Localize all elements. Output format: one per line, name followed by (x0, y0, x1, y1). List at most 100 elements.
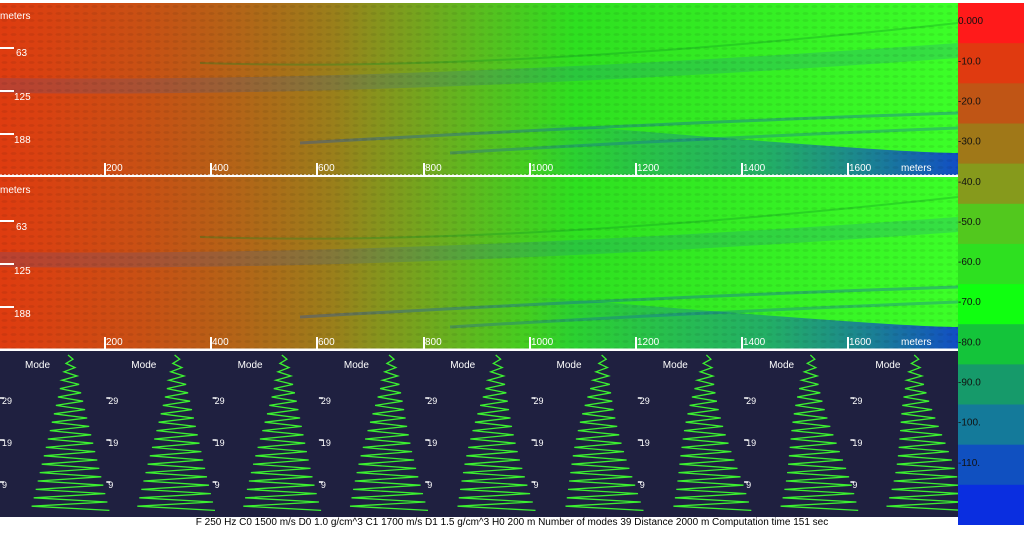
colorbar-swatch (958, 364, 1024, 406)
range-tick-label: 200 (106, 337, 123, 348)
colorbar-swatch (958, 43, 1024, 84)
mode-tick-label: 9 (640, 480, 645, 490)
mode-tick-label: 9 (2, 480, 7, 490)
mode-shape-column: Mode 29 19 9 (637, 354, 752, 512)
depth-axis-bottom: 63 125 188 (0, 220, 31, 320)
mode-shape-curve (673, 354, 752, 512)
mode-shape-column: Mode 29 19 9 (531, 354, 644, 512)
mode-shape-column: Mode 29 19 9 (425, 354, 536, 512)
depth-tick-label: 63 (16, 48, 28, 59)
mode-title: Mode (131, 360, 156, 371)
range-tick-label: 1400 (743, 337, 766, 348)
colorbar-label: -30.0 (958, 137, 981, 148)
mode-tick-label: 19 (640, 438, 650, 448)
range-tick-label: 800 (425, 163, 442, 174)
mode-title: Mode (25, 360, 50, 371)
mode-title: Mode (450, 360, 475, 371)
mode-tick-label: 9 (852, 480, 857, 490)
colorbar-swatch (958, 444, 1024, 486)
colorbar-swatch (958, 404, 1024, 446)
colorbar-swatch (958, 123, 1024, 165)
colorbar-swatch (958, 243, 1024, 285)
mode-tick-label: 19 (746, 438, 756, 448)
mode-tick-label: 9 (746, 480, 751, 490)
mode-title: Mode (663, 360, 688, 371)
range-axis-top: 200 400 600 800 1000 1200 1400 1600 mete… (104, 163, 932, 175)
mode-shape-curve (137, 354, 216, 512)
colorbar-label: -70.0 (958, 297, 981, 308)
colorbar-label: -100. (958, 418, 981, 429)
colorbar-swatch (958, 484, 1024, 525)
mode-tick-label: 29 (640, 396, 650, 406)
colorbar-svg: 0.000 -10.0 -20.0 -30.0 -40.0 -50.0 -60.0 -70.0… (958, 3, 1024, 525)
mode-tick-label: 29 (215, 396, 225, 406)
mode-tick-label: 19 (852, 438, 862, 448)
mode-shape-column: Mode 29 19 9 (318, 354, 429, 512)
mode-shape-curve (457, 354, 536, 512)
depth-unit-label: meters (0, 185, 31, 196)
range-tick-label: 400 (212, 337, 229, 348)
colorbar-swatch (958, 284, 1024, 325)
range-tick-label: 800 (425, 337, 442, 348)
mode-shape-column: Mode 29 19 9 (744, 354, 859, 512)
mode-tick-label: 29 (852, 396, 862, 406)
colorbar-label: -60.0 (958, 257, 981, 268)
mode-tick-label: 19 (215, 438, 225, 448)
mode-tick-label: 29 (321, 396, 331, 406)
colorbar-swatch (958, 203, 1024, 245)
depth-tick-label: 125 (14, 92, 31, 103)
range-tick-label: 1600 (849, 337, 872, 348)
colorbar-label: -110. (958, 458, 980, 469)
range-unit-label: meters (901, 337, 932, 348)
acoustic-field-plot-top: meters 63 125 188 200 400 600 800 1000 1… (0, 3, 958, 175)
mode-shape-column: Mode 29 19 9 (106, 354, 216, 512)
mode-tick-label: 19 (321, 438, 331, 448)
mode-shape-curve (565, 354, 644, 512)
mode-title: Mode (875, 360, 900, 371)
range-tick-label: 1000 (531, 337, 554, 348)
mode-shape-curve (780, 354, 859, 512)
mode-shapes-panel: Mode 29 19 9 Mode 29 19 9 Mode 29 19 9 Mode 29 19 9 Mode… (0, 351, 958, 517)
acoustic-field-plot-bottom: meters 63 125 188 200 400 600 800 1000 1… (0, 177, 958, 349)
mode-shapes-svg: Mode29199Mode29199Mode29199Mode29199Mode… (0, 354, 958, 512)
colorbar-legend: 0.000 -10.0 -20.0 -30.0 -40.0 -50.0 -60.0 -70.0… (958, 3, 1024, 525)
mode-tick-label: 9 (534, 480, 539, 490)
range-tick-label: 600 (318, 163, 335, 174)
range-tick-label: 400 (212, 163, 229, 174)
mode-tick-label: 9 (215, 480, 220, 490)
colorbar-label: -80.0 (958, 337, 981, 348)
range-tick-label: 1400 (743, 163, 766, 174)
depth-tick-label: 188 (14, 135, 31, 146)
range-tick-label: 1600 (849, 163, 872, 174)
mode-title: Mode (557, 360, 582, 371)
mode-shape-curve (349, 354, 429, 512)
colorbar-label: -50.0 (958, 217, 981, 228)
mode-tick-label: 19 (534, 438, 544, 448)
mode-tick-label: 29 (108, 396, 118, 406)
mode-tick-label: 19 (2, 438, 12, 448)
mode-title: Mode (238, 360, 263, 371)
colorbar-swatch (958, 3, 1024, 44)
colorbar-swatch (958, 324, 1024, 365)
depth-tick-label: 125 (14, 266, 31, 277)
range-tick-label: 1200 (637, 337, 660, 348)
mode-tick-label: 29 (427, 396, 437, 406)
mode-shape-curve (31, 354, 110, 512)
range-tick-label: 600 (318, 337, 335, 348)
colorbar-swatch (958, 163, 1024, 205)
depth-tick-label: 63 (16, 222, 28, 233)
mode-tick-label: 29 (2, 396, 12, 406)
mode-tick-label: 19 (108, 438, 118, 448)
mode-tick-label: 29 (746, 396, 756, 406)
range-axis-bottom: 200 400 600 800 1000 1200 1400 1600 mete… (104, 337, 932, 349)
colorbar-label: -20.0 (958, 97, 981, 108)
mode-tick-label: 9 (321, 480, 326, 490)
mode-tick-label: 9 (427, 480, 432, 490)
mode-tick-label: 19 (427, 438, 437, 448)
range-unit-label: meters (901, 163, 932, 174)
field-plot-svg-top: meters 63 125 188 200 400 600 800 1000 1… (0, 3, 958, 175)
colorbar-label: -40.0 (958, 177, 981, 188)
parameters-caption: F 250 Hz C0 1500 m/s D0 1.0 g/cm^3 C1 17… (195, 517, 829, 528)
mode-shape-curve (886, 354, 958, 511)
colorbar-swatch (958, 83, 1024, 124)
